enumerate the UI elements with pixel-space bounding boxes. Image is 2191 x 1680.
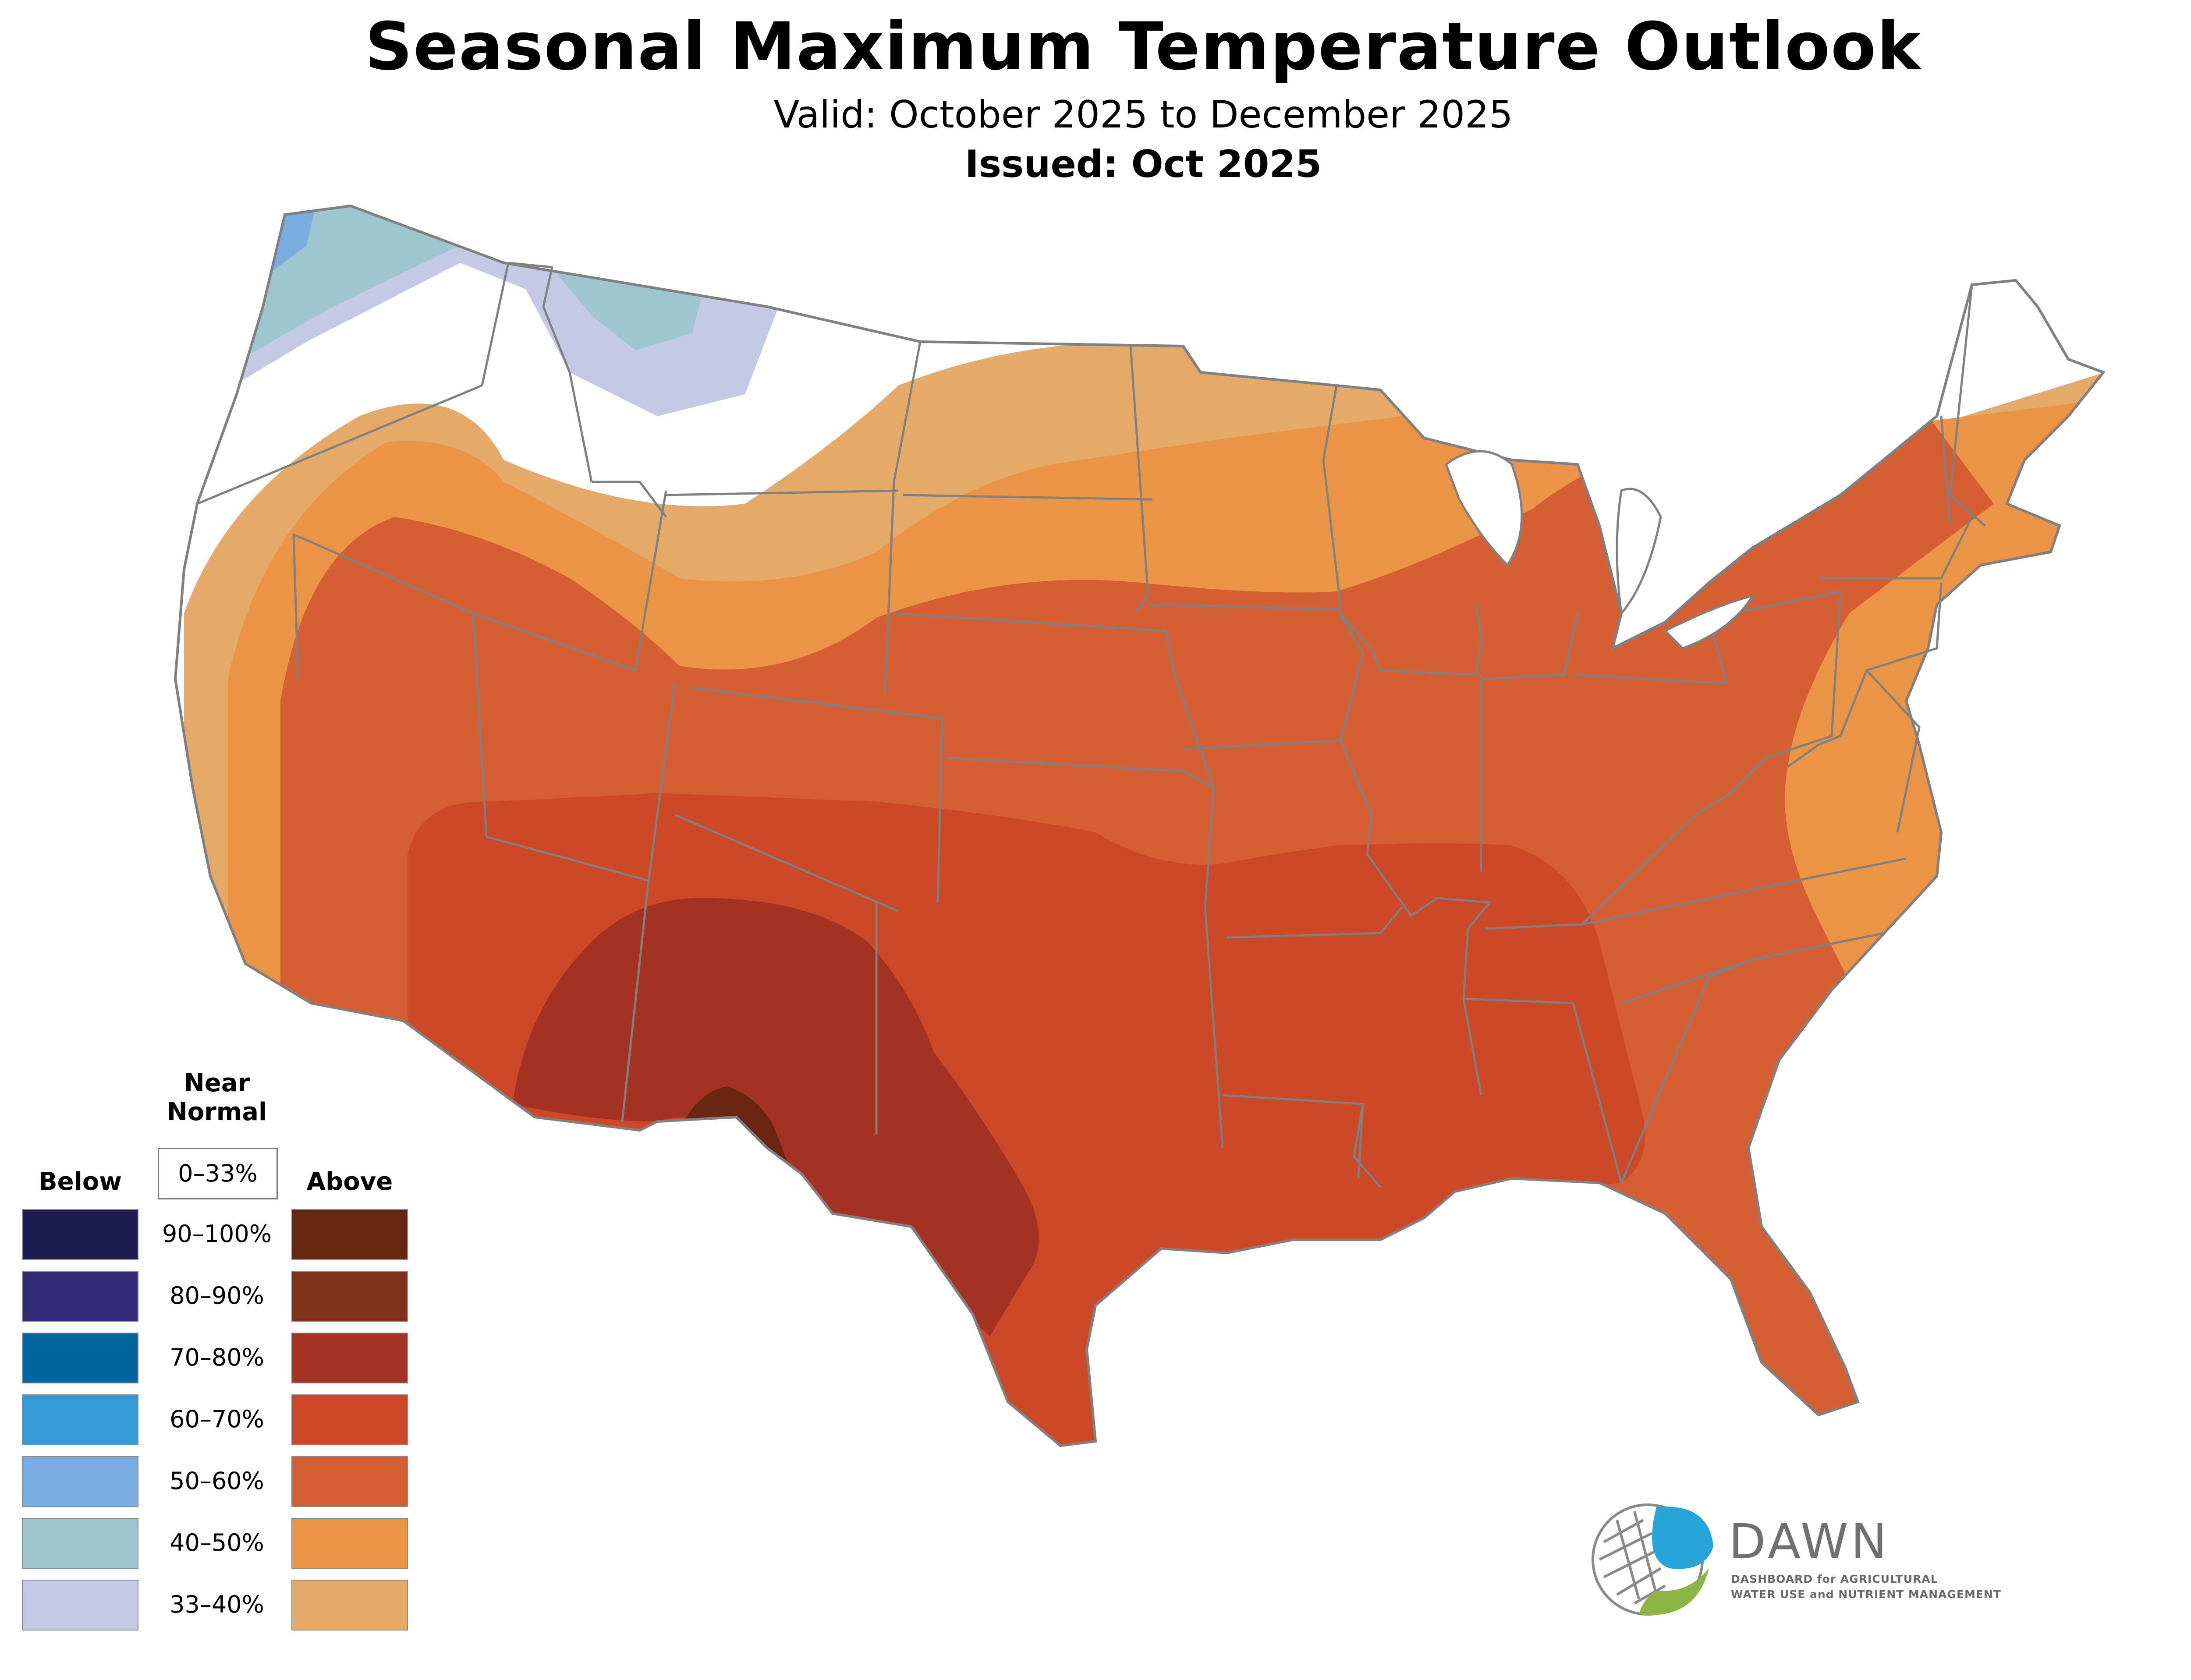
legend-below-swatch [22,1209,138,1260]
legend-above-swatch [291,1580,408,1630]
legend-percent-label: 33–40% [170,1591,264,1618]
map-title: Seasonal Maximum Temperature Outlook [365,9,1922,85]
legend-above-swatch [291,1271,408,1322]
legend-below-swatch [22,1518,138,1569]
legend-below-swatch [22,1456,138,1507]
legend-percent-label: 40–50% [170,1529,264,1556]
legend-percent-label: 60–70% [170,1405,264,1433]
legend-percent-label: 50–60% [170,1467,264,1495]
legend-above-swatch [291,1209,408,1260]
legend-percent-label: 90–100% [162,1220,272,1248]
legend-below-heading: Below [38,1167,122,1196]
great-lakes [1445,450,1755,650]
dawn-wordmark: DAWN [1729,1514,1890,1570]
legend-near-normal-range: 0–33% [158,1148,278,1199]
legend-percent-label: 80–90% [170,1282,264,1309]
state-borders [197,262,1986,1188]
zone-above-60-70 [408,793,1645,1446]
legend-above-swatch [291,1333,408,1383]
legend-above-heading: Above [306,1167,393,1196]
dawn-subtitle-line-2: WATER USE and NUTRIENT MANAGEMENT [1731,1588,2001,1601]
zone-below-40-50 [241,206,701,359]
legend-below-swatch [22,1580,138,1630]
legend-above-swatch [291,1518,408,1569]
legend-near-normal-heading: Near Normal [167,1069,267,1126]
legend-below-swatch [22,1271,138,1322]
legend-below-swatch [22,1333,138,1383]
legend-above-swatch [291,1456,408,1507]
legend-above-swatch [291,1394,408,1445]
issued-date: Issued: Oct 2025 [964,142,1322,186]
dawn-subtitle-line-1: DASHBOARD for AGRICULTURAL [1731,1573,1938,1585]
legend-percent-label: 70–80% [170,1344,264,1371]
valid-period: Valid: October 2025 to December 2025 [773,93,1513,137]
dawn-logo-icon [1592,1503,1713,1616]
legend-below-swatch [22,1394,138,1445]
